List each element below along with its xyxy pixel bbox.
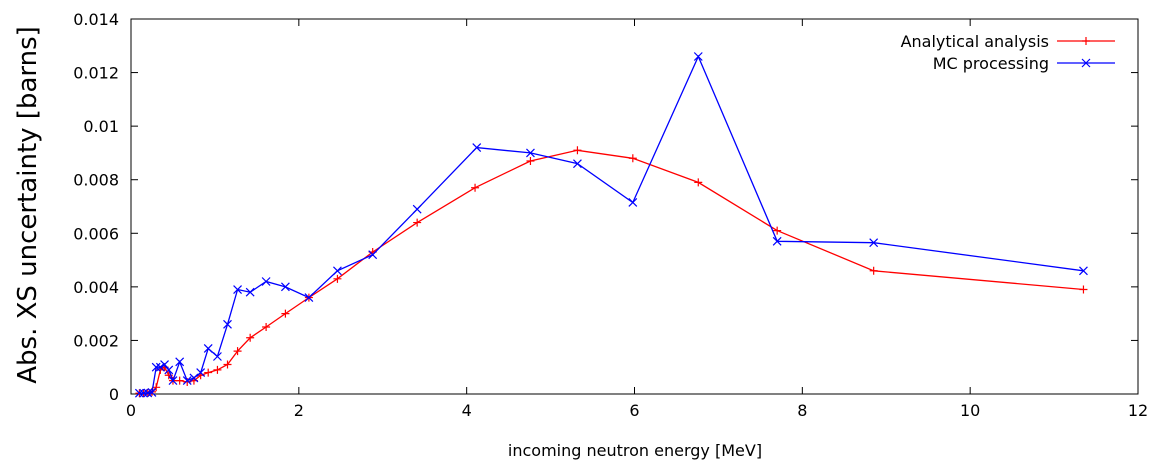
plus-marker [152,383,161,392]
plus-marker [213,365,222,374]
x-marker [412,204,422,214]
plus-marker [694,178,703,187]
x-marker [368,250,378,260]
x-marker [155,362,165,372]
plus-marker [204,368,213,377]
x-marker [160,360,169,369]
plus-marker [413,218,422,227]
legend-label: Analytical analysis [901,32,1049,51]
y-tick-label: 0.012 [73,64,119,83]
plus-marker [1079,285,1088,294]
plot-frame [130,18,1139,395]
y-tick-label: 0.01 [83,117,119,136]
x-marker [139,388,149,398]
x-tick-label: 6 [629,401,639,420]
y-tick-label: 0.002 [73,331,119,350]
legend: Analytical analysis MC processing [901,32,1115,73]
plot-border [130,18,1139,395]
x-marker [189,373,199,383]
plus-marker [869,266,878,275]
plus-marker [233,347,242,356]
x-marker [233,285,242,294]
plus-marker [223,360,232,369]
x-marker [869,238,879,248]
x-tick-label: 12 [1128,401,1148,420]
x-marker [304,293,314,302]
y-tick-label: 0 [109,385,119,404]
x-marker [134,388,144,398]
x-marker [182,376,192,386]
plus-marker [281,309,290,318]
series-analytical-analysis [135,146,1088,398]
series-layer [134,52,1088,398]
y-tick-label: 0.008 [73,171,119,190]
plus-marker [526,156,535,165]
legend-item: MC processing [933,54,1115,73]
axis-ticks [130,18,1139,395]
x-marker [196,368,206,377]
x-tick-label: 2 [294,401,304,420]
plus-marker [628,154,637,163]
plus-marker [1082,37,1090,45]
series-mc-processing [134,52,1088,398]
axis-tick-labels: 0 2 4 6 8 10 12 0 0.002 0.004 0.006 0.008 0.01 0.012 0… [73,10,1148,420]
x-marker [175,357,185,367]
x-marker [223,319,232,329]
plus-marker [333,274,342,283]
x-marker [526,148,535,158]
x-axis-label: incoming neutron energy [MeV] [508,441,762,460]
x-marker [1079,266,1088,276]
series-markers [134,52,1088,398]
plus-marker [471,183,480,192]
x-marker [573,159,582,169]
y-tick-label: 0.014 [73,10,119,29]
plus-marker [262,323,271,332]
x-tick-label: 10 [960,401,980,420]
series-line [139,54,1084,394]
x-tick-label: 0 [126,401,136,420]
x-marker [168,376,178,386]
plus-marker [573,146,582,155]
x-marker [261,277,271,286]
x-tick-label: 8 [797,401,807,420]
x-marker [203,344,213,353]
y-axis-label: Abs. XS uncertainty [barns] [13,26,43,384]
series-markers [135,146,1088,398]
x-marker [333,266,342,276]
x-marker [472,143,482,152]
x-marker [693,52,703,61]
x-marker [628,198,638,207]
x-marker [213,352,222,361]
y-tick-label: 0.004 [73,278,119,297]
legend-label: MC processing [933,54,1049,73]
x-marker [147,387,157,397]
plus-marker [246,333,255,342]
y-tick-label: 0.006 [73,224,119,243]
plus-marker [773,226,782,235]
legend-item: Analytical analysis [901,32,1115,51]
x-marker [245,287,255,297]
x-marker [164,365,174,375]
plus-marker [175,376,184,385]
x-tick-label: 4 [462,401,472,420]
x-marker [280,282,290,292]
x-marker [151,362,161,372]
x-marker [772,236,782,246]
x-marker [1081,58,1091,68]
